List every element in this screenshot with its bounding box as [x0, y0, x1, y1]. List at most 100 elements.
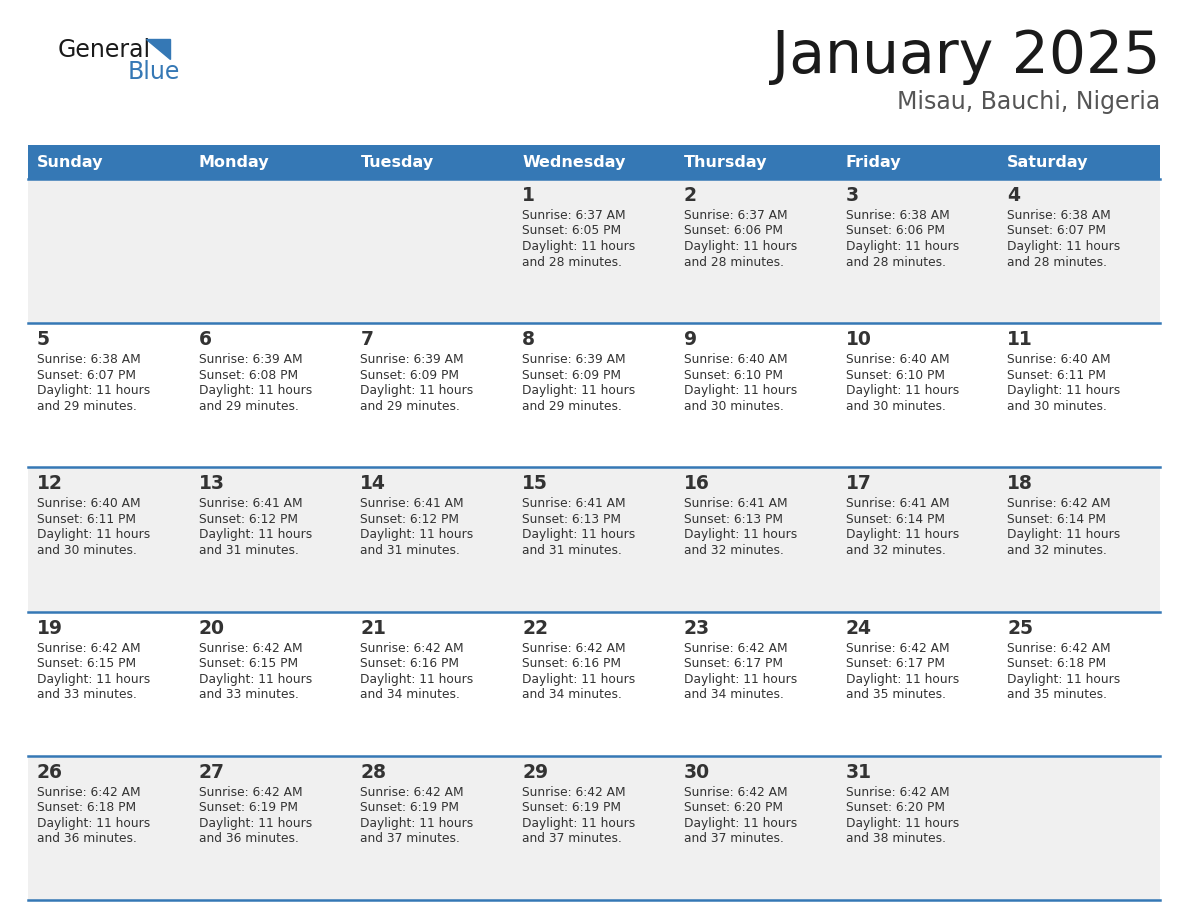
Text: Sunrise: 6:40 AM: Sunrise: 6:40 AM — [37, 498, 140, 510]
Text: Sunday: Sunday — [37, 154, 103, 170]
Text: Sunrise: 6:42 AM: Sunrise: 6:42 AM — [1007, 642, 1111, 655]
Bar — [675, 145, 836, 179]
Text: Sunset: 6:13 PM: Sunset: 6:13 PM — [684, 513, 783, 526]
Text: Sunrise: 6:42 AM: Sunrise: 6:42 AM — [684, 642, 788, 655]
Text: 26: 26 — [37, 763, 63, 782]
Text: 22: 22 — [523, 619, 548, 638]
Text: Sunrise: 6:42 AM: Sunrise: 6:42 AM — [198, 642, 302, 655]
Text: and 32 minutes.: and 32 minutes. — [1007, 543, 1107, 557]
Text: and 32 minutes.: and 32 minutes. — [846, 543, 946, 557]
Text: Daylight: 11 hours: Daylight: 11 hours — [846, 817, 959, 830]
Text: and 29 minutes.: and 29 minutes. — [198, 399, 298, 413]
Text: 20: 20 — [198, 619, 225, 638]
Text: Sunset: 6:05 PM: Sunset: 6:05 PM — [523, 225, 621, 238]
Text: 7: 7 — [360, 330, 373, 349]
Text: Sunset: 6:10 PM: Sunset: 6:10 PM — [684, 369, 783, 382]
Text: Sunrise: 6:42 AM: Sunrise: 6:42 AM — [523, 786, 626, 799]
Text: Sunset: 6:14 PM: Sunset: 6:14 PM — [1007, 513, 1106, 526]
Text: 4: 4 — [1007, 186, 1020, 205]
Text: 13: 13 — [198, 475, 225, 493]
Text: Sunrise: 6:42 AM: Sunrise: 6:42 AM — [37, 642, 140, 655]
Text: 23: 23 — [684, 619, 710, 638]
Bar — [998, 145, 1159, 179]
Text: Sunset: 6:09 PM: Sunset: 6:09 PM — [360, 369, 460, 382]
Bar — [29, 611, 1159, 756]
Text: Sunset: 6:14 PM: Sunset: 6:14 PM — [846, 513, 944, 526]
Text: and 32 minutes.: and 32 minutes. — [684, 543, 784, 557]
Text: Tuesday: Tuesday — [360, 154, 434, 170]
Text: Sunset: 6:17 PM: Sunset: 6:17 PM — [684, 657, 783, 670]
Text: Sunset: 6:15 PM: Sunset: 6:15 PM — [37, 657, 137, 670]
Text: and 31 minutes.: and 31 minutes. — [360, 543, 460, 557]
Text: 3: 3 — [846, 186, 859, 205]
Text: and 31 minutes.: and 31 minutes. — [198, 543, 298, 557]
Text: Blue: Blue — [128, 60, 181, 84]
Text: Daylight: 11 hours: Daylight: 11 hours — [1007, 529, 1120, 542]
Text: Sunrise: 6:41 AM: Sunrise: 6:41 AM — [523, 498, 626, 510]
Text: and 36 minutes.: and 36 minutes. — [198, 833, 298, 845]
Bar — [29, 179, 1159, 323]
Text: and 37 minutes.: and 37 minutes. — [523, 833, 623, 845]
Text: 2: 2 — [684, 186, 697, 205]
Text: 27: 27 — [198, 763, 225, 782]
Text: Daylight: 11 hours: Daylight: 11 hours — [523, 529, 636, 542]
Text: Daylight: 11 hours: Daylight: 11 hours — [37, 673, 150, 686]
Text: Sunrise: 6:37 AM: Sunrise: 6:37 AM — [523, 209, 626, 222]
Bar — [513, 145, 675, 179]
Text: Thursday: Thursday — [684, 154, 767, 170]
Text: and 37 minutes.: and 37 minutes. — [360, 833, 460, 845]
Text: Daylight: 11 hours: Daylight: 11 hours — [684, 529, 797, 542]
Text: Friday: Friday — [846, 154, 902, 170]
Text: Sunset: 6:20 PM: Sunset: 6:20 PM — [684, 801, 783, 814]
Text: Daylight: 11 hours: Daylight: 11 hours — [523, 240, 636, 253]
Text: 25: 25 — [1007, 619, 1034, 638]
Text: Sunset: 6:07 PM: Sunset: 6:07 PM — [1007, 225, 1106, 238]
Text: Sunrise: 6:40 AM: Sunrise: 6:40 AM — [1007, 353, 1111, 366]
Bar — [29, 756, 1159, 900]
Text: Sunrise: 6:39 AM: Sunrise: 6:39 AM — [198, 353, 302, 366]
Text: and 30 minutes.: and 30 minutes. — [1007, 399, 1107, 413]
Text: Daylight: 11 hours: Daylight: 11 hours — [360, 385, 474, 397]
Text: Sunrise: 6:42 AM: Sunrise: 6:42 AM — [523, 642, 626, 655]
Text: and 36 minutes.: and 36 minutes. — [37, 833, 137, 845]
Text: Sunset: 6:06 PM: Sunset: 6:06 PM — [846, 225, 944, 238]
Text: and 34 minutes.: and 34 minutes. — [523, 688, 623, 701]
Text: General: General — [58, 38, 151, 62]
Text: Sunrise: 6:42 AM: Sunrise: 6:42 AM — [846, 786, 949, 799]
Bar — [190, 145, 352, 179]
Text: 1: 1 — [523, 186, 535, 205]
Text: Sunrise: 6:39 AM: Sunrise: 6:39 AM — [360, 353, 465, 366]
Text: Sunset: 6:16 PM: Sunset: 6:16 PM — [360, 657, 460, 670]
Text: and 35 minutes.: and 35 minutes. — [1007, 688, 1107, 701]
Text: Sunrise: 6:40 AM: Sunrise: 6:40 AM — [846, 353, 949, 366]
Bar — [836, 145, 998, 179]
Text: and 29 minutes.: and 29 minutes. — [360, 399, 460, 413]
Text: Sunset: 6:15 PM: Sunset: 6:15 PM — [198, 657, 298, 670]
Text: 30: 30 — [684, 763, 710, 782]
Text: Sunrise: 6:42 AM: Sunrise: 6:42 AM — [198, 786, 302, 799]
Text: 28: 28 — [360, 763, 386, 782]
Text: and 29 minutes.: and 29 minutes. — [37, 399, 137, 413]
Text: Daylight: 11 hours: Daylight: 11 hours — [523, 817, 636, 830]
Text: Daylight: 11 hours: Daylight: 11 hours — [684, 385, 797, 397]
Text: Daylight: 11 hours: Daylight: 11 hours — [37, 529, 150, 542]
Text: 10: 10 — [846, 330, 872, 349]
Text: 17: 17 — [846, 475, 872, 493]
Text: Monday: Monday — [198, 154, 270, 170]
Text: Sunrise: 6:42 AM: Sunrise: 6:42 AM — [360, 786, 465, 799]
Text: Saturday: Saturday — [1007, 154, 1088, 170]
Text: Daylight: 11 hours: Daylight: 11 hours — [523, 673, 636, 686]
Text: Sunrise: 6:42 AM: Sunrise: 6:42 AM — [360, 642, 465, 655]
Text: Sunset: 6:08 PM: Sunset: 6:08 PM — [198, 369, 298, 382]
Text: Daylight: 11 hours: Daylight: 11 hours — [1007, 673, 1120, 686]
Text: 8: 8 — [523, 330, 535, 349]
Text: Sunrise: 6:41 AM: Sunrise: 6:41 AM — [684, 498, 788, 510]
Text: Sunset: 6:12 PM: Sunset: 6:12 PM — [198, 513, 298, 526]
Bar — [29, 145, 190, 179]
Text: 11: 11 — [1007, 330, 1034, 349]
Text: and 28 minutes.: and 28 minutes. — [846, 255, 946, 268]
Text: Daylight: 11 hours: Daylight: 11 hours — [846, 385, 959, 397]
Text: 12: 12 — [37, 475, 63, 493]
Text: Sunrise: 6:39 AM: Sunrise: 6:39 AM — [523, 353, 626, 366]
Text: Sunrise: 6:38 AM: Sunrise: 6:38 AM — [1007, 209, 1111, 222]
